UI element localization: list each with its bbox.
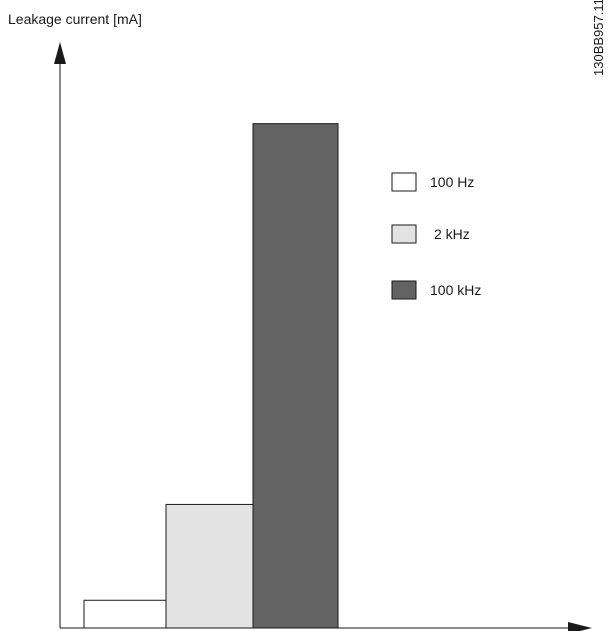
bars-group [83, 123, 339, 629]
y-axis-arrowhead [54, 42, 66, 64]
legend-swatch-100-khz [391, 280, 417, 300]
document-id: 130BB957.11 [591, 0, 606, 76]
x-axis-arrowhead [568, 622, 592, 631]
legend-label-100-khz: 100 kHz [430, 282, 481, 298]
legend-swatch-2-khz [391, 224, 417, 244]
legend-label-2-khz: 2 kHz [434, 226, 470, 242]
bar-100-khz [252, 123, 339, 629]
legend: 100 Hz 2 kHz 100 kHz [391, 172, 481, 300]
y-axis-label: Leakage current [mA] [8, 11, 142, 27]
bar-2-khz [165, 503, 254, 629]
legend-label-100-hz: 100 Hz [430, 174, 474, 190]
legend-swatch-100-hz [391, 172, 417, 192]
bar-100-hz [83, 599, 167, 629]
